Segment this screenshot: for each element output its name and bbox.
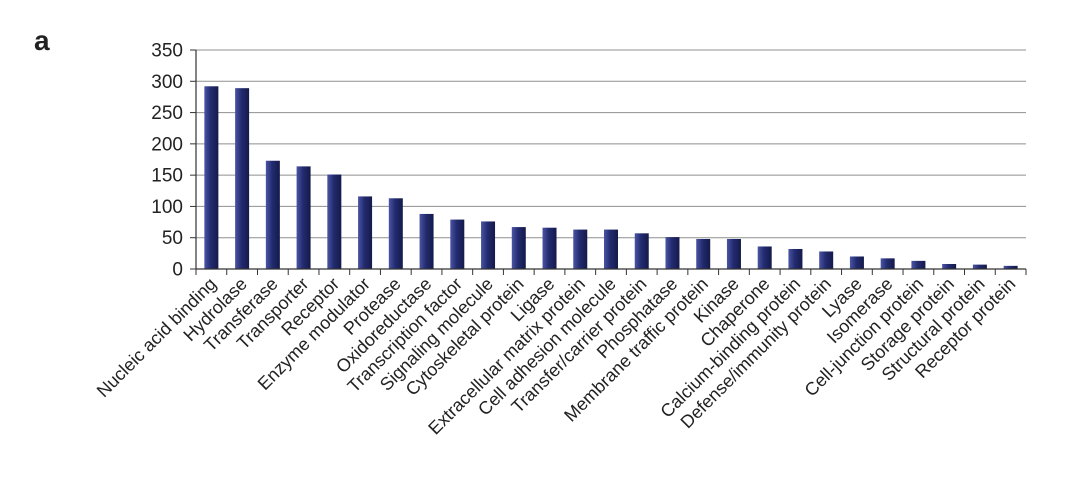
y-tick-label: 0 <box>172 260 183 281</box>
bar <box>696 238 711 269</box>
bar <box>388 198 403 269</box>
bar <box>604 229 618 269</box>
bar <box>542 227 557 269</box>
bars <box>204 86 1018 269</box>
bar <box>911 260 926 269</box>
bar <box>481 221 496 269</box>
y-tick-label: 50 <box>162 228 183 249</box>
y-tick-label: 300 <box>151 72 183 93</box>
bar <box>788 248 803 269</box>
bar <box>204 86 219 269</box>
bar <box>265 160 280 269</box>
bar <box>942 263 957 269</box>
bar <box>757 246 772 269</box>
bar <box>1003 265 1018 269</box>
bar <box>726 238 741 269</box>
bar <box>849 256 864 269</box>
axes <box>190 49 1027 275</box>
bar <box>235 88 250 269</box>
panel-label: a <box>34 25 50 56</box>
y-tick-label: 100 <box>151 197 183 218</box>
y-tick-label: 200 <box>151 134 183 155</box>
bar <box>972 264 987 269</box>
y-tick-label: 250 <box>151 103 183 124</box>
bar <box>880 258 895 269</box>
bar <box>573 229 588 269</box>
y-tick-label: 150 <box>151 166 183 187</box>
y-tick-label: 350 <box>151 41 183 62</box>
bar <box>327 174 342 269</box>
bar <box>358 196 373 269</box>
bar <box>819 251 834 269</box>
bar <box>450 219 465 269</box>
bar <box>634 233 649 269</box>
bar <box>419 213 434 269</box>
bar <box>511 227 526 269</box>
bar <box>665 237 680 269</box>
gridlines <box>196 49 1026 239</box>
bar <box>296 166 311 269</box>
